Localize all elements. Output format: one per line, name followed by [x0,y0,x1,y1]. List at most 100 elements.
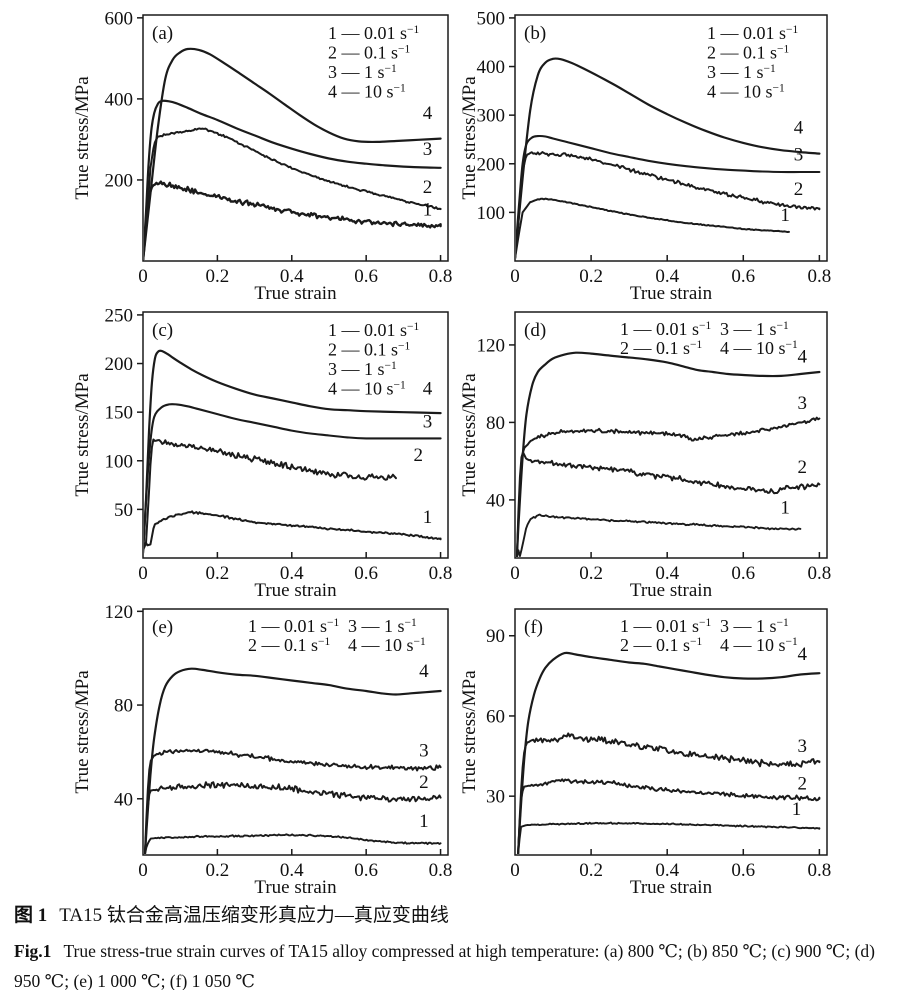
legend-entry: 3 — 1 s−1 [328,62,397,82]
x-tick-label: 0.2 [579,860,603,881]
x-tick-label: 0.4 [280,563,304,584]
curve-3 [517,732,821,854]
curve-label-3: 3 [798,736,808,757]
y-axis-label: True stress/MPa [459,76,480,200]
x-tick-label: 0.2 [206,563,230,584]
curve-2 [144,438,397,551]
x-tick-label: 0.6 [731,266,755,287]
curves-group [516,57,821,260]
subplot-b: 100 200 300 400 500 0 0.2 0.4 0.6 0.8 True stress/… [459,8,832,304]
curve-4 [144,349,442,554]
subplot-e: 40 80 120 0 0.2 0.4 0.6 0.8 True stress/MPa True … [72,602,453,898]
x-tick-label: 0.6 [354,266,378,287]
x-tick-label: 0.8 [808,860,832,881]
curve-2 [517,778,821,854]
y-tick-label: 200 [105,170,134,191]
curve-3 [144,403,442,554]
legend-entry: 4 — 10 s−1 [707,82,785,102]
x-tick-label: 0.2 [206,860,230,881]
legend-entry: 4 — 10 s−1 [348,635,426,655]
curve-1 [517,821,821,854]
x-tick-label: 0.8 [429,860,453,881]
y-tick-label: 400 [105,89,134,110]
curve-label-2: 2 [423,177,433,198]
x-tick-label: 0.4 [655,266,679,287]
curve-3 [144,748,442,854]
plot-border [142,311,449,559]
y-tick-label: 100 [105,451,134,472]
curve-label-2: 2 [798,773,808,794]
curve-4 [516,351,821,557]
y-tick-label: 40 [486,490,505,511]
curve-label-1: 1 [423,507,433,528]
x-tick-label: 0.8 [808,563,832,584]
subplot-c: 50 100 150 200 250 0 0.2 0.4 0.6 0.8 True stress/M… [72,305,452,601]
y-tick-label: 40 [114,789,133,810]
legend-entry: 1 — 0.01 s−1 [620,616,712,636]
panel-letter: (e) [152,617,173,638]
panel-b: 100 200 300 400 500 0 0.2 0.4 0.6 0.8 True stress/… [459,0,920,304]
x-tick-label: 0.2 [579,266,603,287]
panel-f: 30 60 90 0 0.2 0.4 0.6 0.8 True stress/MPa True s… [459,594,920,898]
y-tick-label: 600 [105,8,134,29]
legend-entry: 1 — 0.01 s−1 [620,319,712,339]
legend-entry: 4 — 10 s−1 [328,82,406,102]
curve-4 [144,47,442,260]
y-tick-label: 200 [477,154,506,175]
subplot-grid: 200 400 600 0 0.2 0.4 0.6 0.8 True stress/MPa Tru… [0,0,920,898]
panel-a: 200 400 600 0 0.2 0.4 0.6 0.8 True stress/MPa Tru… [0,0,460,304]
curve-label-3: 3 [794,144,804,165]
y-axis-label: True stress/MPa [72,670,93,794]
caption-zh-text: TA15 钛合金高温压缩变形真应力—真应变曲线 [59,905,449,926]
curve-1 [516,197,790,259]
panel-letter: (a) [152,23,173,44]
curve-2 [516,451,821,557]
panel-letter: (d) [524,320,546,341]
curves-group [516,651,821,854]
y-tick-label: 300 [477,106,506,127]
legend-entry: 4 — 10 s−1 [720,635,798,655]
legend-entry: 1 — 0.01 s−1 [707,23,799,43]
panel-d: 40 80 120 0 0.2 0.4 0.6 0.8 True stress/MPa True … [459,297,920,601]
legend-entry: 1 — 0.01 s−1 [248,616,340,636]
curve-label-4: 4 [798,346,808,367]
y-tick-label: 250 [105,305,134,326]
x-tick-label: 0.8 [808,266,832,287]
legend-entry: 4 — 10 s−1 [328,379,406,399]
x-tick-label: 0.6 [354,563,378,584]
legend-entry: 2 — 0.1 s−1 [328,340,411,360]
caption-en-label: Fig.1 [14,941,52,961]
curve-label-3: 3 [419,741,429,762]
x-axis-label: True strain [630,877,713,898]
y-tick-label: 120 [105,602,134,623]
legend-entry: 2 — 0.1 s−1 [620,338,703,358]
caption-zh-label: 图 1 [14,905,48,926]
caption-zh: 图 1 TA15 钛合金高温压缩变形真应力—真应变曲线 [14,900,904,927]
curve-4 [144,667,442,854]
plot-border [514,14,828,262]
x-tick-label: 0.8 [429,266,453,287]
plot-border [514,608,828,856]
caption-en: Fig.1 True stress-true strain curves of T… [14,936,904,990]
curves-group [144,47,442,260]
plot-border [142,608,449,856]
x-axis-label: True strain [254,877,337,898]
y-axis-label: True stress/MPa [459,670,480,794]
x-tick-label: 0.4 [280,860,304,881]
legend-entry: 4 — 10 s−1 [720,338,798,358]
curve-label-1: 1 [780,205,790,226]
plot-border [142,14,449,262]
curve-label-4: 4 [798,644,808,665]
plot-border [514,311,828,559]
x-tick-label: 0 [138,563,148,584]
y-tick-label: 120 [477,335,506,356]
curve-label-3: 3 [423,412,433,433]
y-axis-label: True stress/MPa [72,76,93,200]
legend-entry: 2 — 0.1 s−1 [707,43,790,63]
curve-label-1: 1 [423,200,433,221]
subplot-d: 40 80 120 0 0.2 0.4 0.6 0.8 True stress/MPa True … [459,311,832,601]
legend-entry: 1 — 0.01 s−1 [328,23,420,43]
x-tick-label: 0 [510,266,520,287]
y-tick-label: 90 [486,626,505,647]
panel-e: 40 80 120 0 0.2 0.4 0.6 0.8 True stress/MPa True … [0,594,460,898]
